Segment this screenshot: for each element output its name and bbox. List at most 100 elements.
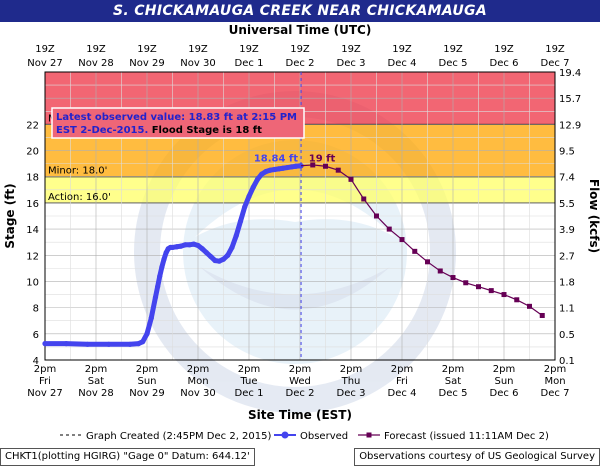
y-axis-title: Stage (ft) — [3, 183, 17, 248]
x-tick-label: 2pm — [442, 364, 464, 375]
observed-point — [242, 204, 248, 210]
flood-category-label: Minor: 18.0' — [48, 166, 107, 177]
observed-point — [254, 176, 261, 182]
observed-point — [161, 256, 167, 262]
observed-point — [178, 243, 184, 249]
top-tick-label: Dec 5 — [439, 58, 468, 69]
x-tick-label: Nov 30 — [180, 388, 215, 399]
data-credit-note: Observations courtesy of US Geological S… — [354, 448, 600, 466]
x-tick-label: Nov 28 — [78, 388, 113, 399]
observed-point — [220, 256, 227, 262]
top-tick-label: Nov 29 — [129, 58, 164, 69]
y-tick-label: 8 — [33, 304, 39, 315]
x-tick-label: Sun — [137, 376, 156, 387]
flow-tick-label: 0.5 — [559, 330, 575, 341]
forecast-point — [399, 237, 405, 243]
x-tick-label: Mon — [544, 376, 565, 387]
x-tick-label: Sat — [445, 376, 461, 387]
x-tick-label: Sun — [494, 376, 513, 387]
observed-point — [246, 193, 252, 199]
observed-point — [203, 250, 210, 256]
forecast-point — [527, 303, 532, 309]
top-tick-label: 19Z — [239, 44, 259, 55]
forecast-point — [539, 312, 545, 318]
y2-axis-title: Flow (kcfs) — [587, 179, 600, 253]
forecast-point — [335, 167, 341, 173]
y-tick-label: 22 — [26, 120, 39, 131]
observed-point — [276, 166, 282, 172]
flow-tick-label: 0.1 — [559, 356, 575, 367]
forecast-point — [386, 226, 392, 232]
top-tick-label: 19Z — [545, 44, 565, 55]
observed-point — [191, 241, 197, 247]
x-tick-label: 2pm — [187, 364, 209, 375]
gauge-datum-note: CHKT1(plotting HGIRG) "Gage 0" Datum: 64… — [0, 448, 255, 466]
observed-point — [106, 341, 112, 347]
x-tick-label: Dec 5 — [439, 388, 468, 399]
observed-point — [155, 284, 161, 290]
y-tick-label: 6 — [33, 330, 39, 341]
observed-point — [267, 167, 273, 173]
y-tick-label: 20 — [26, 147, 39, 158]
observed-point — [163, 250, 169, 256]
x-tick-label: 2pm — [136, 364, 158, 375]
x-tick-label: Nov 27 — [27, 388, 62, 399]
forecast-point — [463, 280, 469, 286]
x-tick-label: 2pm — [391, 364, 413, 375]
legend-graph-created: Graph Created (2:45PM Dec 2, 2015) — [86, 431, 271, 442]
top-tick-label: 19Z — [86, 44, 106, 55]
observed-point — [195, 242, 201, 249]
observed-point — [284, 164, 290, 171]
annotation-box — [51, 107, 305, 139]
forecast-point — [476, 284, 481, 290]
top-tick-label: Dec 4 — [388, 58, 417, 69]
x-tick-label: 2pm — [340, 364, 362, 375]
observed-point — [152, 294, 159, 300]
legend-observed-marker — [281, 431, 289, 439]
flood-category-label: Action: 16.0' — [48, 192, 111, 203]
x-tick-label: Tue — [239, 376, 257, 387]
observed-point — [199, 246, 205, 252]
x-tick-label: 2pm — [34, 364, 56, 375]
observed-point — [169, 244, 176, 251]
x-tick-label: Dec 4 — [388, 388, 417, 399]
legend-forecast: Forecast (issued 11:11AM Dec 2) — [384, 431, 549, 442]
top-tick-label: 19Z — [341, 44, 361, 55]
observed-point — [208, 253, 214, 260]
forecast-point — [488, 288, 494, 294]
top-tick-label: 19Z — [443, 44, 463, 55]
annotation-flood-stage: Flood Stage is 18 ft — [152, 125, 262, 136]
x-tick-label: Nov 29 — [129, 388, 164, 399]
forecast-point — [374, 213, 379, 219]
y-tick-label: 4 — [33, 356, 39, 367]
x-tick-label: 2pm — [85, 364, 107, 375]
x-tick-label: Mon — [187, 376, 208, 387]
observed-point — [212, 257, 218, 264]
legend-forecast-marker — [366, 432, 372, 438]
plot-area-border — [44, 71, 556, 361]
forecast-point — [501, 292, 507, 298]
flow-tick-label: 2.7 — [559, 251, 575, 262]
observed-point — [280, 165, 286, 171]
observed-point — [263, 168, 269, 175]
x-axis-title: Site Time (EST) — [248, 408, 352, 422]
observed-point — [148, 315, 154, 321]
observed-point — [271, 166, 278, 173]
chart-legend: Graph Created (2:45PM Dec 2, 2015) Obser… — [0, 425, 600, 445]
top-tick-label: 19Z — [290, 44, 310, 55]
observed-point — [237, 218, 244, 224]
legend-observed: Observed — [300, 431, 348, 442]
observed-point — [159, 264, 165, 270]
x-tick-label: Thu — [341, 376, 361, 387]
forecast-point — [450, 275, 456, 281]
forecast-peak-label: 19 ft — [309, 154, 336, 165]
x-tick-label: 2pm — [544, 364, 566, 375]
forecast-point — [310, 162, 316, 168]
forecast-point — [348, 176, 354, 182]
observed-point — [157, 273, 163, 279]
top-tick-label: Dec 2 — [286, 58, 315, 69]
flow-tick-label: 7.4 — [559, 173, 575, 184]
annotation-line2: EST 2-Dec-2015. Flood Stage is 18 ft — [56, 125, 262, 136]
observed-point — [186, 242, 193, 248]
top-tick-label: Dec 1 — [235, 58, 264, 69]
